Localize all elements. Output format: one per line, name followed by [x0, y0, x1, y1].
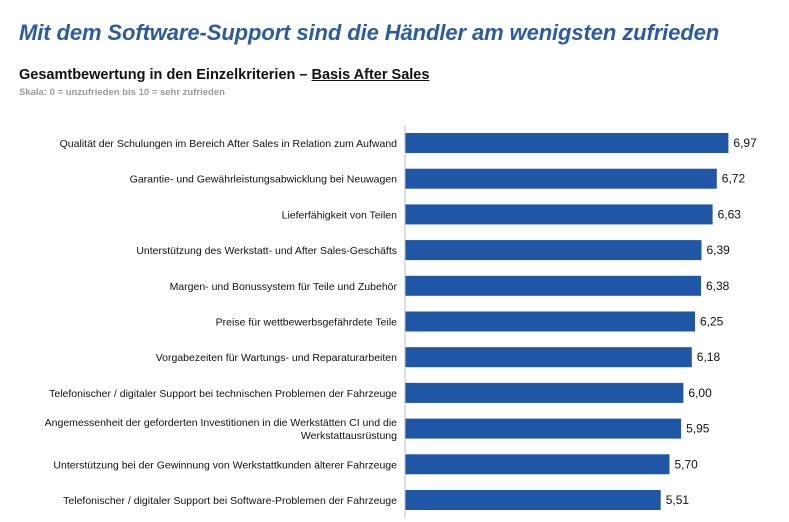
category-label-line: Werkstattausrüstung — [301, 430, 397, 442]
category-label-line: Lieferfähigkeit von Teilen — [282, 209, 398, 221]
chart-subtitle: Gesamtbewertung in den Einzelkriterien –… — [19, 67, 429, 83]
category-label-2: Garantie- und Gewährleistungsabwicklung … — [130, 174, 397, 186]
value-label-6: 6,25 — [700, 315, 724, 329]
bar-group: 6,97 Qualität der Schulungen im Bereich A… — [45, 125, 757, 518]
value-label-5: 6,38 — [706, 279, 730, 293]
category-label-line: Garantie- und Gewährleistungsabwicklung … — [130, 174, 397, 186]
category-label-line: Qualität der Schulungen im Bereich After… — [60, 138, 398, 150]
category-label-7: Vorgabezeiten für Wartungs- und Reparatu… — [156, 352, 397, 364]
category-label-8: Telefonischer / digitaler Support bei te… — [49, 388, 397, 400]
category-label-line: Unterstützung bei der Gewinnung von Werk… — [53, 459, 397, 471]
category-label-line: Telefonischer / digitaler Support bei te… — [49, 388, 397, 400]
category-label-3: Lieferfähigkeit von Teilen — [282, 209, 398, 221]
category-label-line: Margen- und Bonussystem für Teile und Zu… — [170, 281, 398, 293]
bar-10 — [405, 454, 670, 475]
bar-1 — [405, 133, 729, 153]
bar-3 — [405, 204, 713, 225]
category-label-11: Telefonischer / digitaler Support bei So… — [63, 495, 397, 507]
bar-8 — [405, 382, 684, 403]
category-label-line: Preise für wettbewerbsgefährdete Teile — [216, 317, 397, 329]
value-label-1: 6,97 — [733, 136, 757, 150]
value-label-7: 6,18 — [697, 350, 721, 364]
category-label-line: Vorgabezeiten für Wartungs- und Reparatu… — [156, 352, 397, 364]
category-label-line: Unterstützung des Werkstatt- und After S… — [136, 245, 397, 257]
value-label-11: 5,51 — [666, 493, 690, 507]
subtitle-main: Gesamtbewertung in den Einzelkriterien – — [19, 67, 312, 83]
category-label-1: Qualität der Schulungen im Bereich After… — [60, 138, 398, 150]
value-label-3: 6,63 — [718, 207, 742, 221]
bar-11 — [405, 490, 661, 510]
bar-6 — [405, 311, 695, 332]
value-label-2: 6,72 — [722, 172, 746, 186]
bar-4 — [405, 240, 702, 261]
category-label-6: Preise für wettbewerbsgefährdete Teile — [216, 317, 397, 329]
value-label-4: 6,39 — [707, 243, 731, 257]
category-label-line: Telefonischer / digitaler Support bei So… — [63, 495, 397, 507]
bar-7 — [405, 347, 692, 368]
bar-2 — [405, 168, 717, 189]
category-label-5: Margen- und Bonussystem für Teile und Zu… — [170, 281, 398, 293]
subtitle-basis: Basis After Sales — [311, 67, 430, 83]
bar-9 — [405, 418, 682, 439]
category-label-10: Unterstützung bei der Gewinnung von Werk… — [53, 459, 397, 471]
category-label-line: Angemessenheit der geforderten Investiti… — [45, 417, 398, 429]
chart-headline: Mit dem Software-Support sind die Händle… — [19, 20, 720, 45]
category-label-4: Unterstützung des Werkstatt- und After S… — [136, 245, 397, 257]
bar-5 — [405, 275, 701, 296]
value-label-9: 5,95 — [686, 422, 710, 436]
value-label-10: 5,70 — [675, 457, 699, 471]
scale-note: Skala: 0 = unzufrieden bis 10 = sehr zuf… — [19, 87, 225, 98]
category-label-9: Angemessenheit der geforderten Investiti… — [45, 417, 398, 442]
value-label-8: 6,00 — [688, 386, 712, 400]
